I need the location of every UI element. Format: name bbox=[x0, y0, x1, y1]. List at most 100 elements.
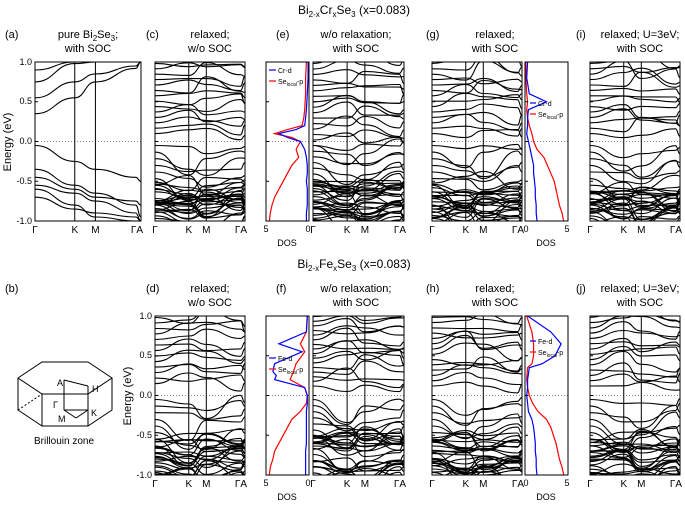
dos-axis-h: 0 5 DOS bbox=[523, 478, 569, 502]
kpath-label-g-1: K bbox=[462, 225, 469, 236]
panel-j-band-13 bbox=[590, 316, 680, 322]
legend-f: Fe-d Selocal-p bbox=[269, 356, 303, 376]
svg-text:0.0: 0.0 bbox=[19, 136, 32, 146]
panel-i-band-13 bbox=[590, 62, 680, 70]
band-panel-i bbox=[590, 62, 680, 233]
panel-h-band-15 bbox=[432, 403, 522, 426]
svg-text:DOS: DOS bbox=[277, 492, 297, 502]
panel-frames bbox=[34, 61, 681, 476]
svg-text:relaxed; U=3eV;: relaxed; U=3eV; bbox=[601, 29, 680, 41]
panel-c-band-16 bbox=[155, 157, 245, 176]
kpath-label-c-0: Γ bbox=[152, 225, 158, 236]
kpath-label-eb-1: K bbox=[344, 225, 351, 236]
svg-text:5: 5 bbox=[564, 478, 569, 488]
svg-text:with SOC: with SOC bbox=[471, 297, 519, 309]
panel-i-band-8 bbox=[590, 87, 680, 95]
svg-text:K: K bbox=[91, 408, 97, 418]
svg-text:-1.0: -1.0 bbox=[136, 470, 152, 480]
svg-text:with SOC: with SOC bbox=[64, 43, 112, 55]
kpath-label-d-2: M bbox=[202, 479, 210, 490]
panel-c-band-4 bbox=[155, 104, 245, 116]
svg-text:relaxed; U=3eV;: relaxed; U=3eV; bbox=[601, 283, 680, 295]
panel-e-band-13 bbox=[313, 69, 404, 78]
dos-panel-e bbox=[266, 62, 309, 221]
panel-g-band-15 bbox=[432, 143, 522, 169]
dos-h-se-p-curve bbox=[526, 316, 565, 475]
kpath-label-a-1: K bbox=[71, 225, 78, 236]
svg-text:with SOC: with SOC bbox=[471, 43, 519, 55]
panel-h-band-1 bbox=[432, 371, 522, 386]
panel-h-band-25 bbox=[432, 469, 522, 475]
svg-text:DOS: DOS bbox=[536, 238, 556, 248]
svg-text:Cr-d: Cr-d bbox=[538, 101, 552, 108]
kpath-label-i-0: Γ bbox=[587, 225, 593, 236]
svg-text:-0.5: -0.5 bbox=[16, 176, 32, 186]
svg-text:(h): (h) bbox=[426, 283, 439, 295]
kpath-label-a-3: ΓA bbox=[131, 225, 144, 236]
panel-i-band-14 bbox=[590, 144, 680, 159]
legend-g: Cr-d Selocal-p bbox=[530, 101, 563, 121]
panel-g-band-45 bbox=[432, 222, 522, 236]
panel-j-title: (j) relaxed; U=3eV; with SOC bbox=[576, 283, 679, 309]
legend-h: Fe-d Selocal-p bbox=[530, 339, 563, 359]
panel-g-band-14 bbox=[432, 144, 522, 150]
svg-text:with SOC: with SOC bbox=[332, 297, 380, 309]
panel-j-band-8 bbox=[590, 341, 680, 348]
panel-g-band-0 bbox=[432, 128, 522, 139]
panel-i-band-4 bbox=[590, 104, 680, 119]
panel-j-band-24 bbox=[590, 461, 680, 475]
svg-text:M: M bbox=[58, 414, 66, 424]
panel-e-band-0 bbox=[313, 141, 404, 151]
svg-text:(f): (f) bbox=[276, 283, 286, 295]
panel-e-band-51 bbox=[313, 210, 404, 221]
panel-c-band-0 bbox=[155, 127, 245, 141]
band-panel-f bbox=[313, 316, 404, 486]
kpath-label-h-3: ΓA bbox=[512, 479, 525, 490]
panel-i-title: (i) relaxed; U=3eV; with SOC bbox=[576, 29, 679, 55]
kpath-label-g-2: M bbox=[479, 225, 487, 236]
panel-i-band-29 bbox=[590, 224, 680, 233]
svg-text:(a): (a) bbox=[5, 29, 18, 41]
panel-d-band-3 bbox=[155, 363, 245, 374]
panel-j-band-26 bbox=[590, 474, 680, 475]
panel-f-band-39 bbox=[313, 476, 404, 486]
svg-text:0: 0 bbox=[523, 224, 528, 234]
svg-text:(i): (i) bbox=[576, 29, 586, 41]
svg-text:pure Bi2Se3;: pure Bi2Se3; bbox=[58, 29, 118, 43]
svg-text:Selocal-p: Selocal-p bbox=[278, 367, 303, 376]
kpath-label-fb-2: M bbox=[361, 479, 369, 490]
svg-text:with SOC: with SOC bbox=[616, 297, 664, 309]
panel-i-band-0 bbox=[590, 128, 680, 139]
svg-text:1.0: 1.0 bbox=[19, 57, 32, 67]
panel-j-band-9 bbox=[590, 329, 680, 339]
kpath-label-d-0: Γ bbox=[152, 479, 158, 490]
kpath-label-i-1: K bbox=[620, 225, 627, 236]
svg-text:(d): (d) bbox=[146, 283, 159, 295]
band-panel-j bbox=[590, 316, 680, 486]
panel-d-band-14 bbox=[155, 400, 245, 412]
kpath-label-eb-3: ΓA bbox=[394, 225, 407, 236]
brillouin-zone-points: A H Γ M K bbox=[53, 378, 99, 424]
dos-e-se-p-curve bbox=[268, 62, 307, 221]
kpath-label-fb-1: K bbox=[344, 479, 351, 490]
kpath-labels: Γ K M ΓA Γ K M ΓA Γ K M ΓA Γ K M ΓA Γ K M ΓAΓ K M ΓA Γ K M ΓA Γ K M ΓA… bbox=[32, 225, 682, 490]
svg-text:Γ: Γ bbox=[53, 400, 58, 410]
panel-e-band-2 bbox=[313, 129, 404, 139]
panel-d-band-23 bbox=[155, 463, 245, 475]
svg-text:Selocal-p: Selocal-p bbox=[278, 79, 303, 88]
panel-h-band-16 bbox=[432, 412, 522, 424]
legend-e: Cr-d Selocal-p bbox=[269, 68, 303, 88]
panel-d-band-36 bbox=[155, 468, 245, 475]
kpath-label-h-0: Γ bbox=[429, 479, 435, 490]
kpath-label-fb-3: ΓA bbox=[394, 479, 407, 490]
kpath-label-a-2: M bbox=[91, 225, 99, 236]
dos-axis-e: 5 0 DOS bbox=[263, 224, 310, 248]
panel-g-band-11 bbox=[432, 62, 522, 81]
panel-j-band-14 bbox=[590, 397, 680, 406]
kpath-label-c-3: ΓA bbox=[235, 225, 248, 236]
panel-a-title: (a) pure Bi2Se3; with SOC bbox=[5, 29, 118, 55]
panel-j-band-15 bbox=[590, 402, 680, 423]
panel-j-band-33 bbox=[590, 479, 680, 486]
svg-text:with SOC: with SOC bbox=[616, 43, 664, 55]
